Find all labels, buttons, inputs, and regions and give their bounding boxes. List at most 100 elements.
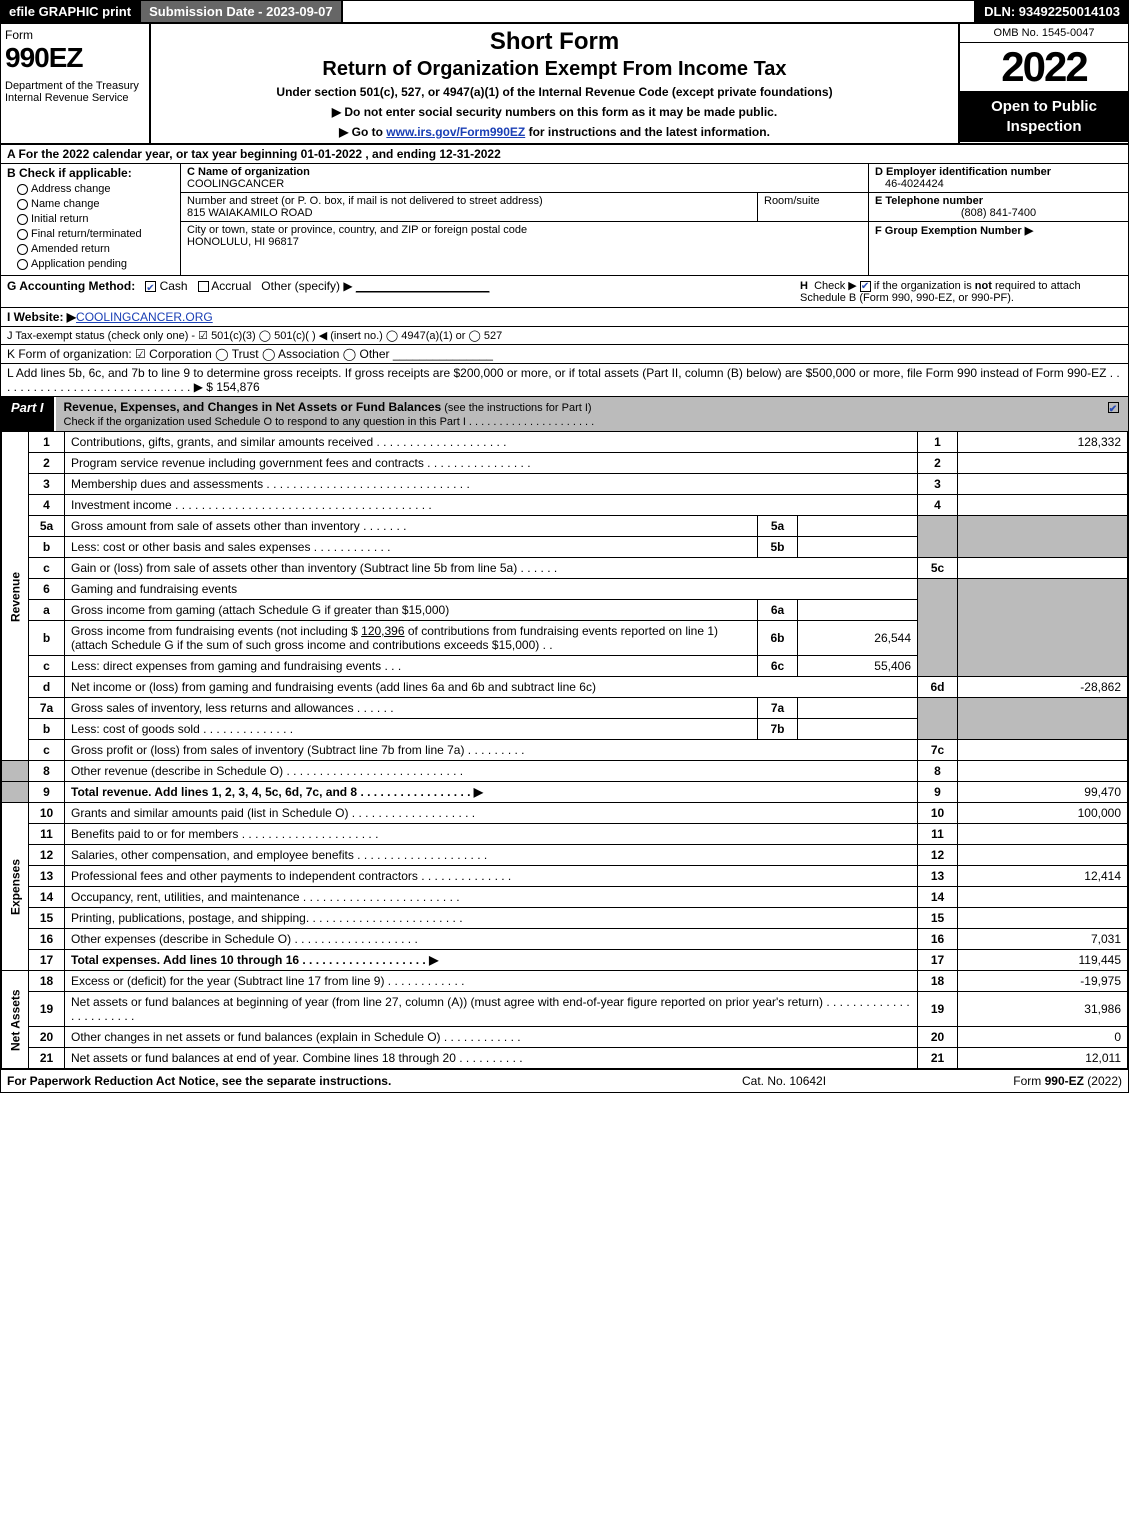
table-row: 9Total revenue. Add lines 1, 2, 3, 4, 5c…	[2, 782, 1128, 803]
table-row: 4Investment income . . . . . . . . . . .…	[2, 495, 1128, 516]
table-row: cGross profit or (loss) from sales of in…	[2, 740, 1128, 761]
cell-telephone: E Telephone number (808) 841-7400	[869, 193, 1128, 222]
table-row: cGain or (loss) from sale of assets othe…	[2, 558, 1128, 579]
opt-application-pending[interactable]: Application pending	[17, 258, 174, 270]
goto-post: for instructions and the latest informat…	[525, 125, 770, 139]
info-grid: B Check if applicable: Address change Na…	[1, 164, 1128, 276]
table-row: 8Other revenue (describe in Schedule O) …	[2, 761, 1128, 782]
part-1-tab: Part I	[1, 397, 56, 431]
checkbox-icon	[17, 259, 28, 270]
website-link[interactable]: COOLINGCANCER.ORG	[76, 310, 213, 324]
footer-left: For Paperwork Reduction Act Notice, see …	[7, 1074, 742, 1088]
top-bar: efile GRAPHIC print Submission Date - 20…	[1, 1, 1128, 24]
table-row: 11Benefits paid to or for members . . . …	[2, 824, 1128, 845]
table-row: dNet income or (loss) from gaming and fu…	[2, 677, 1128, 698]
schedule-o-checkbox-icon	[1108, 402, 1119, 413]
footer-cat-no: Cat. No. 10642I	[742, 1074, 942, 1088]
b-header: B Check if applicable:	[7, 166, 174, 180]
table-row: 13Professional fees and other payments t…	[2, 866, 1128, 887]
header-right: OMB No. 1545-0047 2022 Open to Public In…	[958, 24, 1128, 143]
part-1-check[interactable]	[1098, 397, 1128, 431]
checkbox-icon	[17, 214, 28, 225]
department-label: Department of the Treasury Internal Reve…	[5, 80, 145, 104]
opt-final-return[interactable]: Final return/terminated	[17, 228, 174, 240]
table-row: 14Occupancy, rent, utilities, and mainte…	[2, 887, 1128, 908]
omb-number: OMB No. 1545-0047	[960, 24, 1128, 43]
part-1-table: Revenue 1Contributions, gifts, grants, a…	[1, 431, 1128, 1069]
table-row: 3Membership dues and assessments . . . .…	[2, 474, 1128, 495]
title-return: Return of Organization Exempt From Incom…	[159, 58, 950, 81]
telephone-value: (808) 841-7400	[875, 207, 1122, 219]
table-row: 19Net assets or fund balances at beginni…	[2, 992, 1128, 1027]
checkbox-cash-icon[interactable]	[145, 281, 156, 292]
org-city: HONOLULU, HI 96817	[187, 236, 299, 248]
org-address: 815 WAIAKAMILO ROAD	[187, 207, 313, 219]
row-i-website: I Website: ▶COOLINGCANCER.ORG	[1, 308, 1128, 327]
checkbox-icon	[17, 244, 28, 255]
expenses-side-label: Expenses	[2, 803, 29, 971]
goto-pre: ▶ Go to	[339, 125, 386, 139]
form-container: efile GRAPHIC print Submission Date - 20…	[0, 0, 1129, 1093]
column-d: D Employer identification number 46-4024…	[868, 164, 1128, 275]
form-number: 990EZ	[5, 42, 145, 74]
section-a: A For the 2022 calendar year, or tax yea…	[1, 145, 1128, 164]
header-middle: Short Form Return of Organization Exempt…	[151, 24, 958, 143]
cell-org-name: C Name of organization COOLINGCANCER	[181, 164, 868, 193]
table-row: 21Net assets or fund balances at end of …	[2, 1048, 1128, 1069]
checkbox-icon	[17, 229, 28, 240]
table-row: Expenses 10Grants and similar amounts pa…	[2, 803, 1128, 824]
table-row: 17Total expenses. Add lines 10 through 1…	[2, 950, 1128, 971]
title-short-form: Short Form	[159, 28, 950, 56]
netassets-side-label: Net Assets	[2, 971, 29, 1069]
checkbox-icon	[17, 199, 28, 210]
opt-address-change[interactable]: Address change	[17, 183, 174, 195]
cell-ein: D Employer identification number 46-4024…	[869, 164, 1128, 193]
dln-label: DLN: 93492250014103	[974, 1, 1128, 22]
submission-date: Submission Date - 2023-09-07	[141, 1, 343, 22]
part-1-title: Revenue, Expenses, and Changes in Net As…	[56, 397, 1098, 431]
table-row: 7aGross sales of inventory, less returns…	[2, 698, 1128, 719]
row-g-accounting: G Accounting Method: Cash Accrual Other …	[1, 276, 1128, 308]
row-h-check: H Check ▶ if the organization is not req…	[792, 279, 1122, 304]
table-row: 16Other expenses (describe in Schedule O…	[2, 929, 1128, 950]
table-row: 5aGross amount from sale of assets other…	[2, 516, 1128, 537]
row-k-form-org: K Form of organization: ☑ Corporation ◯ …	[1, 345, 1128, 364]
part-1-header: Part I Revenue, Expenses, and Changes in…	[1, 397, 1128, 431]
checkbox-icon	[17, 184, 28, 195]
row-j-tax-exempt: J Tax-exempt status (check only one) - ☑…	[1, 327, 1128, 345]
room-suite-label: Room/suite	[764, 195, 820, 207]
column-c: C Name of organization COOLINGCANCER Num…	[181, 164, 868, 275]
table-row: 12Salaries, other compensation, and empl…	[2, 845, 1128, 866]
ein-value: 46-4024424	[885, 178, 944, 190]
efile-label[interactable]: efile GRAPHIC print	[1, 1, 141, 22]
opt-amended-return[interactable]: Amended return	[17, 243, 174, 255]
row-l-gross-receipts: L Add lines 5b, 6c, and 7b to line 9 to …	[1, 364, 1128, 397]
note-goto: ▶ Go to www.irs.gov/Form990EZ for instru…	[159, 125, 950, 139]
footer-right: Form 990-EZ (2022)	[942, 1074, 1122, 1088]
checkbox-accrual-icon[interactable]	[198, 281, 209, 292]
table-row: 6Gaming and fundraising events	[2, 579, 1128, 600]
opt-name-change[interactable]: Name change	[17, 198, 174, 210]
table-row: 15Printing, publications, postage, and s…	[2, 908, 1128, 929]
irs-link[interactable]: www.irs.gov/Form990EZ	[386, 125, 525, 139]
table-row: 20Other changes in net assets or fund ba…	[2, 1027, 1128, 1048]
page-footer: For Paperwork Reduction Act Notice, see …	[1, 1069, 1128, 1092]
revenue-side-label: Revenue	[2, 432, 29, 761]
gross-receipts-amount: 154,876	[216, 380, 259, 394]
table-row: 2Program service revenue including gover…	[2, 453, 1128, 474]
form-word: Form	[5, 28, 145, 42]
form-header: Form 990EZ Department of the Treasury In…	[1, 24, 1128, 145]
h-checkbox-icon[interactable]	[860, 281, 871, 292]
cell-address-row: Number and street (or P. O. box, if mail…	[181, 193, 868, 221]
header-left: Form 990EZ Department of the Treasury In…	[1, 24, 151, 143]
note-ssn: ▶ Do not enter social security numbers o…	[159, 105, 950, 119]
cell-city: City or town, state or province, country…	[181, 221, 868, 250]
column-b: B Check if applicable: Address change Na…	[1, 164, 181, 275]
org-name: COOLINGCANCER	[187, 178, 284, 190]
subtitle: Under section 501(c), 527, or 4947(a)(1)…	[159, 85, 950, 99]
cell-group-exemption: F Group Exemption Number ▶	[869, 222, 1128, 239]
tax-year: 2022	[960, 43, 1128, 91]
open-public: Open to Public Inspection	[960, 91, 1128, 142]
opt-initial-return[interactable]: Initial return	[17, 213, 174, 225]
table-row: Net Assets 18Excess or (deficit) for the…	[2, 971, 1128, 992]
